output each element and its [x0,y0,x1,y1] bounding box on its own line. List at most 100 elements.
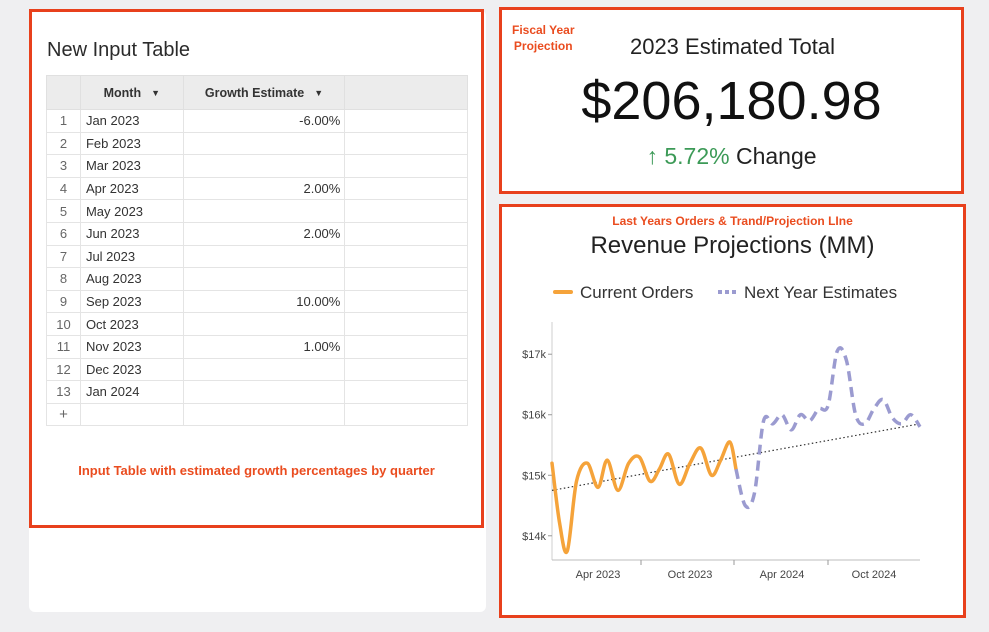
row-number: 9 [46,290,81,314]
month-cell[interactable]: Jun 2023 [80,222,184,246]
sort-caret-icon[interactable]: ▼ [151,88,161,99]
empty-cell[interactable] [344,222,468,246]
row-number: 8 [46,267,81,291]
growth-column-header[interactable]: Growth Estimate ▼ [182,75,346,110]
table-row[interactable]: 1 Jan 2023 -6.00% [46,109,468,133]
row-number: 3 [46,154,81,178]
table-row[interactable]: 7 Jul 2023 [46,245,468,269]
month-cell[interactable]: Apr 2023 [80,177,184,201]
change-indicator: ↑ 5.72% Change [499,143,964,170]
row-number: 12 [46,358,81,382]
growth-cell[interactable]: -6.00% [183,109,346,133]
table-row[interactable]: 10 Oct 2023 [46,312,468,336]
empty-cell[interactable] [344,312,468,336]
empty-cell[interactable] [344,335,468,359]
growth-cell[interactable] [183,267,346,291]
empty-cell[interactable] [344,132,468,156]
empty-cell[interactable] [344,109,468,133]
month-cell[interactable]: Jan 2023 [80,109,184,133]
table-row[interactable]: 2 Feb 2023 [46,132,468,156]
growth-cell[interactable] [183,132,346,156]
x-tick-label: Oct 2023 [668,569,713,581]
input-table: Month ▼ Growth Estimate ▼ 1 Jan 2023 -6.00% 2… [46,75,468,427]
estimated-total-title: 2023 Estimated Total [629,34,836,59]
row-number: 11 [46,335,81,359]
x-tick-label: Apr 2024 [760,569,805,581]
table-row[interactable]: 5 May 2023 [46,199,468,223]
month-column-header[interactable]: Month ▼ [79,75,184,110]
row-number: 6 [46,222,81,246]
empty-cell[interactable] [344,358,468,382]
month-cell[interactable]: Sep 2023 [80,290,184,314]
table-row[interactable]: 3 Mar 2023 [46,154,468,178]
empty-cell[interactable] [344,290,468,314]
growth-cell[interactable] [183,199,346,223]
change-percent: 5.72% [664,143,730,169]
x-tick-label: Apr 2023 [576,569,621,581]
growth-cell[interactable] [183,245,346,269]
add-row[interactable]: + [46,403,468,427]
growth-cell[interactable] [183,380,346,404]
row-number: 4 [46,177,81,201]
revenue-chart: Current Orders Next Year Estimates $14k $1… [522,283,922,581]
projection-annotation: Fiscal Year Projection [512,23,575,53]
empty-cell[interactable] [344,380,468,404]
row-number-header [46,75,81,110]
y-tick-label: $15k [522,470,546,482]
growth-cell[interactable]: 2.00% [183,177,346,201]
growth-cell[interactable]: 1.00% [183,335,346,359]
row-number: 1 [46,109,81,133]
empty-cell[interactable] [344,245,468,269]
table-row[interactable]: 9 Sep 2023 10.00% [46,290,468,314]
current-orders-line [550,440,738,555]
y-tick-label: $14k [522,531,546,543]
table-row[interactable]: 11 Nov 2023 1.00% [46,335,468,359]
new-month-cell[interactable] [80,403,184,427]
add-row-button[interactable]: + [46,403,81,427]
projection-highlight [499,7,964,194]
up-arrow-icon: ↑ [646,143,658,169]
y-tick-label: $17k [522,349,546,361]
chart-title: Revenue Projections (MM) [590,232,875,259]
growth-cell[interactable] [183,154,346,178]
growth-cell[interactable] [183,358,346,382]
input-table-annotation: Input Table with estimated growth percen… [78,463,435,478]
input-table-highlight [29,9,484,528]
sort-caret-icon[interactable]: ▼ [314,88,324,99]
new-growth-cell[interactable] [183,403,346,427]
estimated-total-value: $206,180.98 [581,71,882,131]
empty-column-header [344,75,468,110]
month-cell[interactable]: May 2023 [80,199,184,223]
row-number: 5 [46,199,81,223]
table-row[interactable]: 6 Jun 2023 2.00% [46,222,468,246]
growth-cell[interactable] [183,312,346,336]
empty-cell[interactable] [344,154,468,178]
new-empty-cell[interactable] [344,403,468,427]
month-cell[interactable]: Dec 2023 [80,358,184,382]
empty-cell[interactable] [344,199,468,223]
table-row[interactable]: 8 Aug 2023 [46,267,468,291]
month-cell[interactable]: Jan 2024 [80,380,184,404]
row-number: 10 [46,312,81,336]
chart-annotation: Last Years Orders & Trand/Projection LIn… [612,214,853,228]
table-row[interactable]: 4 Apr 2023 2.00% [46,177,468,201]
month-cell[interactable]: Oct 2023 [80,312,184,336]
month-cell[interactable]: Mar 2023 [80,154,184,178]
table-row[interactable]: 13 Jan 2024 [46,380,468,404]
table-row[interactable]: 12 Dec 2023 [46,358,468,382]
empty-cell[interactable] [344,267,468,291]
x-tick-label: Oct 2024 [852,569,897,581]
month-cell[interactable]: Feb 2023 [80,132,184,156]
month-cell[interactable]: Nov 2023 [80,335,184,359]
row-number: 2 [46,132,81,156]
month-cell[interactable]: Aug 2023 [80,267,184,291]
y-tick-label: $16k [522,410,546,422]
growth-cell[interactable]: 2.00% [183,222,346,246]
trend-line [551,423,921,491]
legend-label-estimate: Next Year Estimates [744,283,897,302]
row-number: 7 [46,245,81,269]
input-table-title: New Input Table [47,39,191,61]
empty-cell[interactable] [344,177,468,201]
month-cell[interactable]: Jul 2023 [80,245,184,269]
growth-cell[interactable]: 10.00% [183,290,346,314]
